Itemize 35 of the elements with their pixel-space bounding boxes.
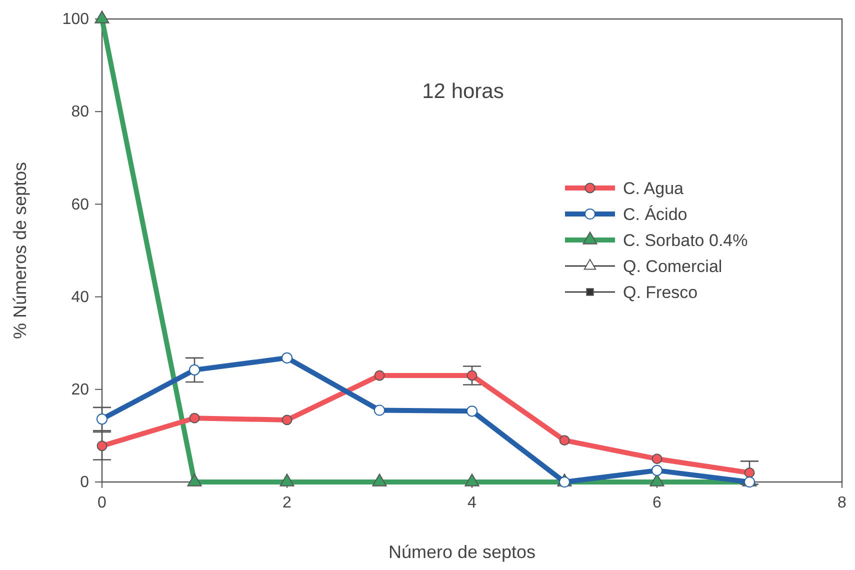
point: [189, 412, 200, 424]
point: [374, 370, 385, 381]
y-tick-label: 100: [62, 11, 90, 28]
y-tick-label: 80: [71, 104, 90, 121]
legend-label: C. Ácido: [623, 205, 688, 224]
y-axis-title: % Números de septos: [10, 162, 30, 340]
y-tick-label: 60: [71, 196, 90, 214]
point: [96, 413, 108, 425]
legend-label: Q. Comercial: [623, 257, 722, 276]
x-axis-title: Número de septos: [388, 542, 536, 562]
legend-label: C. Sorbato 0.4%: [623, 231, 748, 250]
point: [744, 468, 755, 478]
point: [374, 404, 386, 416]
legend-label: C. Agua: [623, 179, 684, 198]
x-tick-label: 4: [468, 494, 477, 512]
point: [466, 370, 478, 381]
legend-label: Q. Fresco: [623, 283, 698, 302]
point: [744, 476, 756, 488]
y-tick-label: 0: [80, 474, 90, 492]
point: [94, 10, 110, 24]
point: [466, 406, 478, 417]
point: [559, 435, 570, 446]
text: 12 horas: [422, 80, 504, 103]
point: [281, 352, 293, 364]
point: [96, 440, 108, 452]
point: [282, 414, 292, 426]
x-tick-label: 6: [652, 494, 662, 512]
y-tick-label: 20: [71, 382, 90, 399]
x-tick-label: 2: [282, 494, 292, 512]
x-tick-label: 8: [838, 494, 847, 512]
y-tick-label: 40: [71, 288, 90, 306]
point: [652, 454, 662, 464]
x-tick-label: 0: [98, 494, 107, 512]
point: [651, 464, 663, 476]
point: [188, 364, 200, 376]
